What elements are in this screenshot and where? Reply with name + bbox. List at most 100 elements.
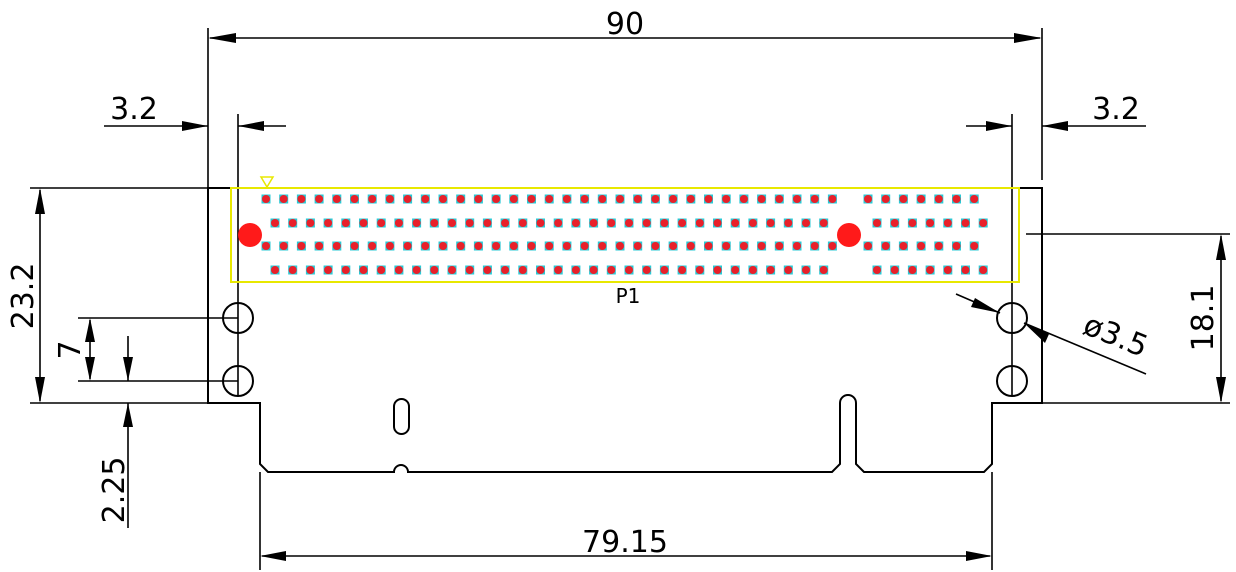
connector-pin xyxy=(917,195,926,203)
dim-hole-spacing: 7 xyxy=(53,317,238,382)
connector-pin xyxy=(315,242,324,250)
connector-pin xyxy=(562,242,571,250)
connector-pin xyxy=(279,242,288,250)
connector-pin xyxy=(359,219,368,227)
connector-pin xyxy=(660,266,669,274)
connector-pin xyxy=(828,242,837,250)
connector-pin xyxy=(802,266,810,274)
connector-pin xyxy=(262,242,270,250)
connector-pin xyxy=(713,266,722,274)
connector-pin xyxy=(873,219,881,227)
connector-pin xyxy=(448,266,456,274)
connector-pin xyxy=(350,242,359,250)
connector-pin xyxy=(775,195,784,203)
dim-overall-width-text: 90 xyxy=(606,7,644,42)
connector-pin xyxy=(571,266,580,274)
connector-pin xyxy=(943,219,952,227)
connector-pin xyxy=(421,195,430,203)
connector-pin xyxy=(899,195,908,203)
connector-pin xyxy=(784,219,793,227)
connector-pin xyxy=(713,219,722,227)
connector-pin xyxy=(722,195,731,203)
connector-pin xyxy=(873,266,881,274)
connector-pin xyxy=(802,219,810,227)
connector-pin xyxy=(288,266,297,274)
dim-left-offset: 3.2 xyxy=(104,92,286,131)
connector-pin xyxy=(748,219,757,227)
connector-pin xyxy=(704,242,713,250)
connector-pin xyxy=(793,242,801,250)
connector-pin xyxy=(324,219,333,227)
connector-pin xyxy=(678,266,687,274)
connector-pin xyxy=(926,219,935,227)
connector-pin xyxy=(332,195,341,203)
connector-pin xyxy=(341,219,350,227)
connector-pin xyxy=(669,242,678,250)
connector-pin xyxy=(934,242,943,250)
mounting-holes xyxy=(222,114,1028,397)
dim-hole-spacing-text: 7 xyxy=(53,340,88,359)
connector-pin xyxy=(899,242,908,250)
connector-pin xyxy=(979,266,988,274)
connector-pin xyxy=(527,242,536,250)
dim-overall-height: 23.2 xyxy=(6,187,208,404)
connector-pin xyxy=(739,195,748,203)
connector-pin xyxy=(731,266,740,274)
connector-pin xyxy=(377,219,386,227)
connector-pin xyxy=(271,266,279,274)
connector-pin xyxy=(306,219,315,227)
connector-pin xyxy=(509,242,518,250)
connector-pin xyxy=(695,266,704,274)
connector-pin xyxy=(908,219,917,227)
connector-pin xyxy=(810,195,819,203)
connector-outline xyxy=(230,187,1020,283)
dim-right-offset-text: 3.2 xyxy=(1092,92,1140,127)
connector-pin xyxy=(448,219,456,227)
dim-connector-height-text: 18.1 xyxy=(1186,285,1221,352)
connector-pin xyxy=(297,195,306,203)
connector-pin xyxy=(306,266,315,274)
connector-pin xyxy=(501,266,510,274)
connector-pin xyxy=(651,195,660,203)
key-marker-left xyxy=(238,223,262,247)
connector-pin xyxy=(368,195,377,203)
dim-hole-diameter-text: ø3.5 xyxy=(1078,308,1152,365)
pin1-marker xyxy=(259,176,275,189)
connector-pin xyxy=(881,242,890,250)
connector-pin xyxy=(616,195,624,203)
connector-pin xyxy=(934,195,943,203)
connector-pin xyxy=(359,266,368,274)
dim-bottom-width: 79.15 xyxy=(259,472,993,570)
connector-pin xyxy=(775,242,784,250)
connector-pin xyxy=(554,219,563,227)
connector-pin xyxy=(580,195,589,203)
connector-pin xyxy=(403,195,412,203)
connector-pin xyxy=(421,242,430,250)
connector-pin xyxy=(908,266,917,274)
connector-pin xyxy=(589,266,598,274)
connector-pin xyxy=(819,219,828,227)
connector-pin xyxy=(483,266,492,274)
connector-pin xyxy=(554,266,563,274)
connector-pin xyxy=(952,242,961,250)
connector-pin xyxy=(598,195,607,203)
connector-pin xyxy=(642,266,651,274)
connector-pin xyxy=(607,219,616,227)
connector-pin xyxy=(562,195,571,203)
connector-ref-label: P1 xyxy=(616,284,641,308)
board-outline xyxy=(207,187,1043,473)
connector-pin xyxy=(412,266,421,274)
connector-pin xyxy=(642,219,651,227)
connector-pin xyxy=(412,219,421,227)
key-marker-right xyxy=(837,223,861,247)
connector-pin xyxy=(262,195,270,203)
connector-pin xyxy=(580,242,589,250)
connector-pin xyxy=(793,195,801,203)
connector-pin xyxy=(474,242,483,250)
connector-pin xyxy=(279,195,288,203)
connector-pin xyxy=(545,242,554,250)
dim-bottom-offset: 2.25 xyxy=(97,336,133,528)
connector-pin xyxy=(766,266,775,274)
connector-pin xyxy=(527,195,536,203)
